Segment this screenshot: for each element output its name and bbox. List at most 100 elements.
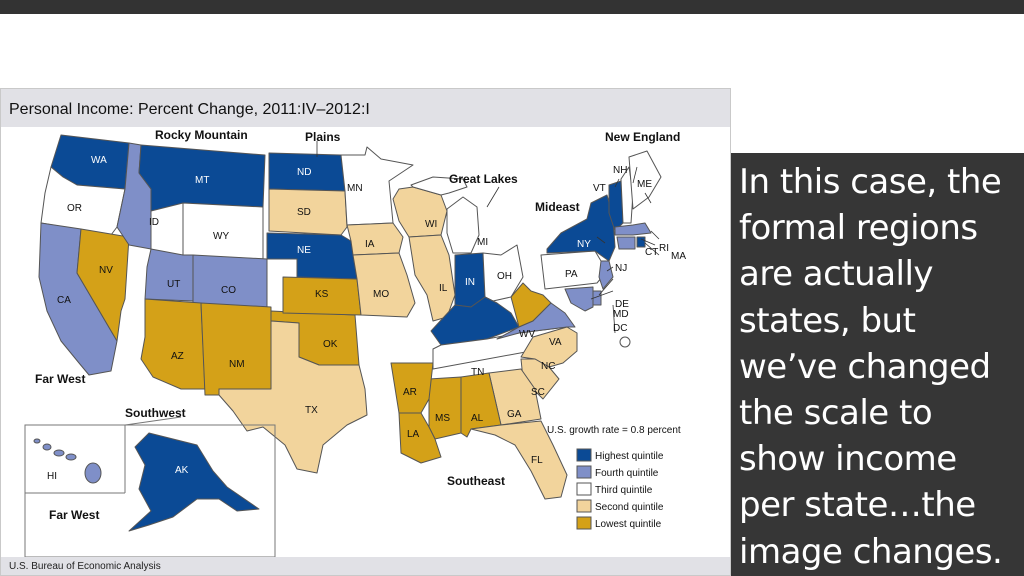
label-IN: IN (465, 277, 475, 288)
label-ID: ID (149, 217, 159, 228)
state-NH (620, 166, 634, 224)
label-OK: OK (323, 339, 338, 350)
label-NE: NE (297, 245, 311, 256)
legend-swatch-second (576, 499, 592, 513)
state-NJ (598, 260, 614, 290)
state-HI-2 (42, 443, 52, 451)
label-AK: AK (175, 465, 189, 476)
legend: Highest quintile Fourth quintile Third qui… (576, 448, 664, 530)
legend-swatch-fourth (576, 465, 592, 479)
region-rocky-mountain: Rocky Mountain (155, 128, 248, 142)
region-far-west-inset: Far West (49, 508, 99, 522)
label-VA: VA (549, 337, 562, 348)
growth-rate-note: U.S. growth rate = 0.8 percent (547, 425, 681, 436)
label-IL: IL (439, 283, 448, 294)
region-mideast: Mideast (535, 200, 580, 214)
label-ND: ND (297, 167, 311, 178)
source-note: U.S. Bureau of Economic Analysis (9, 561, 161, 572)
state-UT (144, 248, 194, 302)
state-MN (340, 146, 414, 226)
label-KY: KY (479, 345, 493, 356)
label-WV: WV (519, 329, 535, 340)
label-KS: KS (315, 289, 329, 300)
state-MS (428, 376, 462, 440)
state-LA (398, 412, 442, 464)
description-text: In this case, the formal regions are act… (739, 162, 1003, 572)
region-plains: Plains (305, 130, 341, 144)
top-bar (0, 0, 1024, 14)
label-MN: MN (347, 183, 363, 194)
legend-swatch-lowest (576, 516, 592, 530)
region-great-lakes: Great Lakes (449, 172, 518, 186)
label-CA: CA (57, 295, 71, 306)
label-AR: AR (403, 387, 417, 398)
state-MT (138, 144, 266, 212)
state-NE (266, 232, 358, 280)
map-header: Personal Income: Percent Change, 2011:IV… (1, 89, 730, 127)
label-WA: WA (91, 155, 107, 166)
legend-label-second: Second quintile (595, 502, 664, 513)
region-southeast: Southeast (447, 474, 505, 488)
legend-label-third: Third quintile (595, 485, 653, 496)
state-RI (636, 236, 646, 248)
label-NH: NH (613, 165, 627, 176)
region-new-england: New England (605, 130, 680, 144)
state-AZ (140, 298, 206, 390)
state-HI-group (33, 438, 102, 484)
legend-label-highest: Highest quintile (595, 451, 664, 462)
label-GA: GA (507, 409, 522, 420)
label-OR: OR (67, 203, 82, 214)
state-HI-1 (33, 438, 41, 444)
state-VA (496, 302, 576, 340)
state-MA (614, 222, 652, 236)
state-NC (520, 326, 578, 368)
map-footer: U.S. Bureau of Economic Analysis (1, 557, 730, 575)
label-AZ: AZ (171, 351, 184, 362)
label-MT: MT (195, 175, 209, 186)
label-IA: IA (365, 239, 375, 250)
state-CT (616, 236, 636, 250)
label-MS: MS (435, 413, 450, 424)
state-FL (470, 420, 568, 500)
state-HI-5 (84, 462, 102, 484)
state-NM (200, 302, 272, 396)
state-MD (564, 286, 594, 312)
label-DE: DE (615, 299, 629, 310)
label-WI: WI (425, 219, 437, 230)
legend-swatch-highest (576, 448, 592, 462)
label-NC: NC (541, 361, 555, 372)
label-CO: CO (221, 285, 236, 296)
label-DC: DC (613, 323, 627, 334)
state-HI-4 (65, 453, 77, 461)
legend-label-lowest: Lowest quintile (595, 519, 662, 530)
us-map-svg: WA OR CA NV ID MT WY UT CO AZ NM ND SD N… (24, 128, 686, 558)
state-HI-3 (53, 449, 65, 457)
label-ME: ME (637, 179, 652, 190)
state-DC (619, 336, 631, 348)
label-TN: TN (471, 367, 484, 378)
label-WY: WY (213, 231, 229, 242)
label-MI: MI (477, 237, 488, 248)
label-MD: MD (613, 309, 629, 320)
state-AK (128, 432, 260, 532)
label-NJ: NJ (615, 263, 627, 274)
map-figure: Personal Income: Percent Change, 2011:IV… (0, 88, 731, 576)
label-NV: NV (99, 265, 113, 276)
label-NY: NY (577, 239, 591, 250)
state-ME (628, 150, 662, 210)
state-AR (390, 362, 434, 414)
label-AL: AL (471, 413, 484, 424)
state-CO (192, 254, 268, 308)
label-NM: NM (229, 359, 245, 370)
label-LA: LA (407, 429, 420, 440)
label-OH: OH (497, 271, 512, 282)
legend-swatch-third (576, 482, 592, 496)
map-title: Personal Income: Percent Change, 2011:IV… (9, 101, 370, 118)
state-SD (268, 188, 348, 236)
label-CT: CT (645, 247, 658, 258)
label-RI: RI (659, 243, 669, 254)
state-IA (346, 222, 404, 256)
label-MA: MA (671, 251, 686, 262)
us-map: WA OR CA NV ID MT WY UT CO AZ NM ND SD N… (1, 127, 730, 558)
state-MI (446, 196, 480, 254)
